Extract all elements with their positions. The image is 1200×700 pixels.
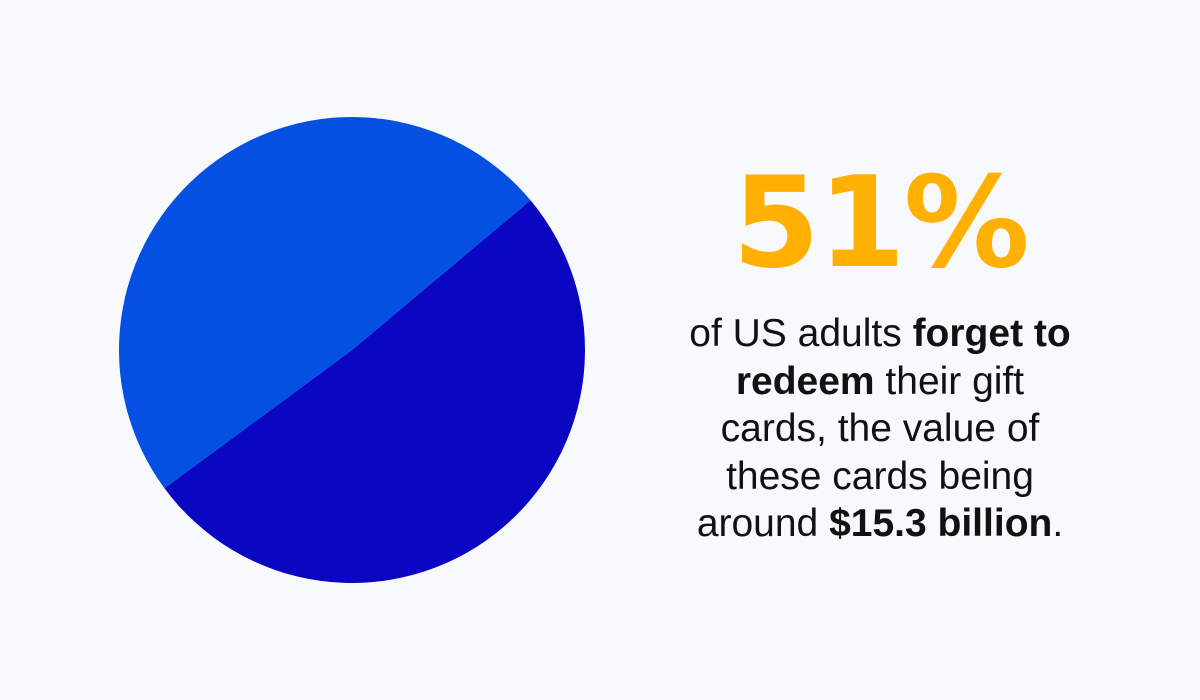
description-emphasis: $15.3 billion bbox=[829, 502, 1053, 546]
description-text: . bbox=[1052, 502, 1064, 546]
pie-slice-1 bbox=[164, 200, 586, 584]
description-line-3: cards, the value of bbox=[720, 407, 1040, 451]
stat-block: 51% of US adults forget to redeem their … bbox=[600, 160, 1160, 548]
description-line-2: redeem their gift bbox=[600, 358, 1160, 406]
description-emphasis: redeem bbox=[735, 359, 875, 403]
description-line-1: of US adults forget to bbox=[600, 310, 1160, 358]
pie-slice-2 bbox=[119, 117, 531, 489]
stat-percentage: 51% bbox=[732, 149, 1030, 296]
stat-description: of US adults forget to redeem their gift… bbox=[600, 310, 1160, 548]
description-emphasis: forget to bbox=[912, 312, 1071, 355]
description-text: their gift bbox=[874, 359, 1025, 403]
description-text: around bbox=[696, 502, 830, 546]
description-line-4: these cards being bbox=[726, 454, 1034, 498]
description-text: of US adults bbox=[689, 312, 913, 355]
description-line-5: around $15.3 billion. bbox=[600, 500, 1160, 548]
